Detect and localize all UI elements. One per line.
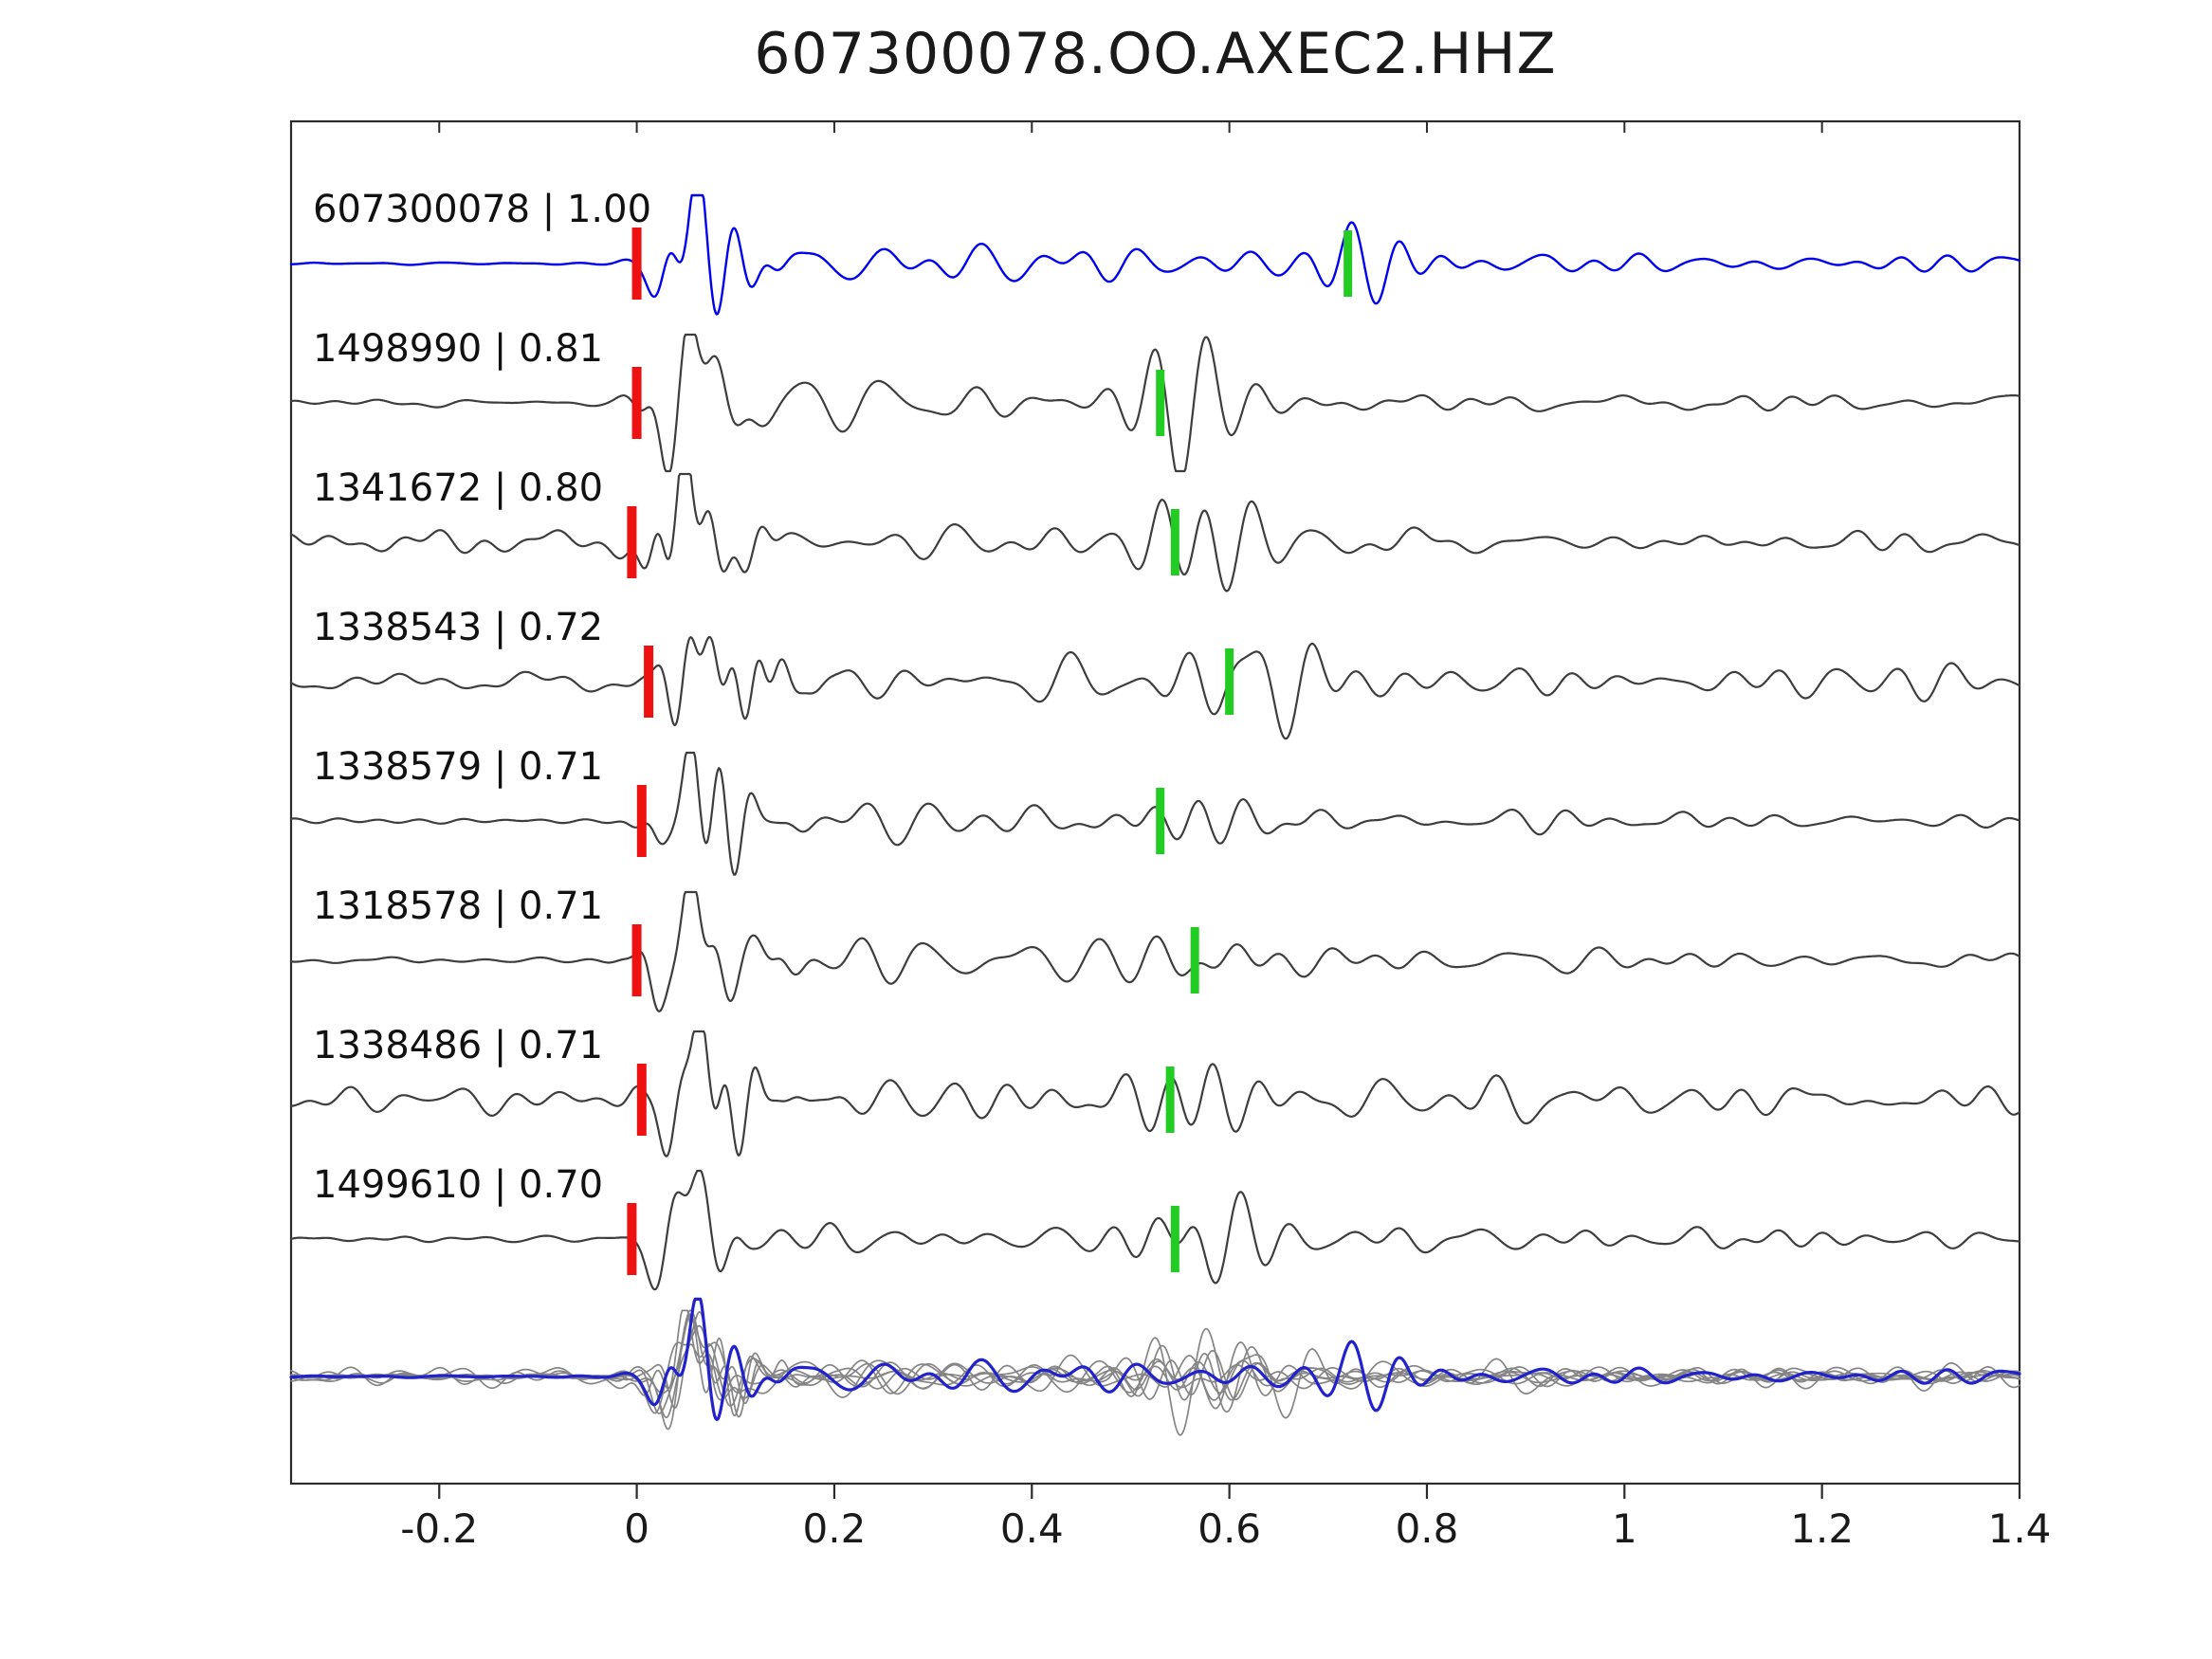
x-tick-label: 1 xyxy=(1612,1505,1637,1552)
x-tick-label: 0.4 xyxy=(1000,1505,1064,1552)
trace-waveform xyxy=(289,1169,2021,1291)
trace-label: 1338543 | 0.72 xyxy=(313,606,603,649)
trace-waveform xyxy=(289,472,2021,592)
trace-waveform xyxy=(289,193,2021,316)
trace-label: 1318578 | 0.71 xyxy=(313,884,603,928)
x-tick-label: 1.4 xyxy=(1988,1505,2052,1552)
overlay-blue-trace xyxy=(289,1297,2021,1421)
trace-label: 1499610 | 0.70 xyxy=(313,1163,603,1207)
x-tick-label: 0.2 xyxy=(803,1505,867,1552)
trace-label: 607300078 | 1.00 xyxy=(313,188,651,231)
x-tick-label: 0 xyxy=(624,1505,649,1552)
trace-waveform xyxy=(289,890,2021,1012)
trace-label: 1498990 | 0.81 xyxy=(313,327,603,371)
trace-waveform xyxy=(289,333,2021,473)
x-tick-label: 0.6 xyxy=(1197,1505,1261,1552)
overlay-gray-trace xyxy=(290,1309,2020,1413)
overlay-gray-trace xyxy=(290,1343,2020,1419)
x-tick-label: -0.2 xyxy=(400,1505,478,1552)
trace-waveform xyxy=(289,751,2021,876)
trace-waveform xyxy=(289,635,2021,740)
trace-label: 1338579 | 0.71 xyxy=(313,745,603,789)
trace-waveform xyxy=(289,1030,2021,1158)
trace-label: 1341672 | 0.80 xyxy=(313,466,603,510)
chart-title: 607300078.OO.AXEC2.HHZ xyxy=(754,21,1557,87)
x-tick-label: 1.2 xyxy=(1790,1505,1854,1552)
plot-border xyxy=(289,119,2021,1486)
x-tick-label: 0.8 xyxy=(1396,1505,1459,1552)
trace-label: 1338486 | 0.71 xyxy=(313,1024,603,1067)
overlay-gray-trace xyxy=(290,1314,2020,1416)
overlay-gray-trace xyxy=(290,1310,2020,1419)
